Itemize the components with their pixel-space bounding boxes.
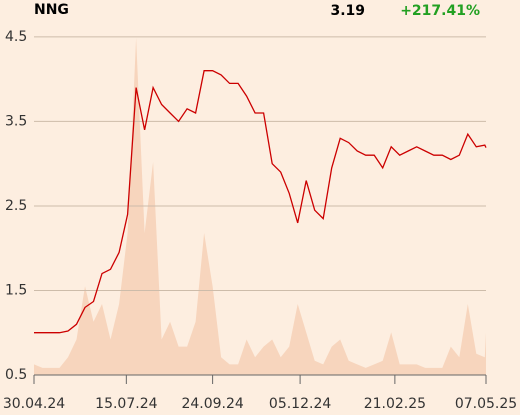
y-tick-label: 1.5: [5, 282, 27, 298]
last-price: 3.19: [330, 3, 365, 19]
y-tick-label: 3.5: [5, 113, 27, 129]
x-tick-label: 24.09.24: [181, 396, 243, 412]
change: +217.41%: [400, 3, 480, 19]
x-tick-label: 15.07.24: [95, 396, 157, 412]
y-tick-label: 0.5: [5, 367, 27, 383]
y-tick-label: 4.5: [5, 29, 27, 45]
y-tick-label: 2.5: [5, 198, 27, 214]
x-tick-label: 30.04.24: [3, 396, 65, 412]
price-line: [34, 70, 487, 334]
x-tick-label: 21.02.25: [364, 396, 426, 412]
x-tick-label: 05.12.24: [269, 396, 331, 412]
x-tick-label: 07.05.25: [455, 396, 517, 412]
ticker: NNG: [34, 2, 69, 18]
